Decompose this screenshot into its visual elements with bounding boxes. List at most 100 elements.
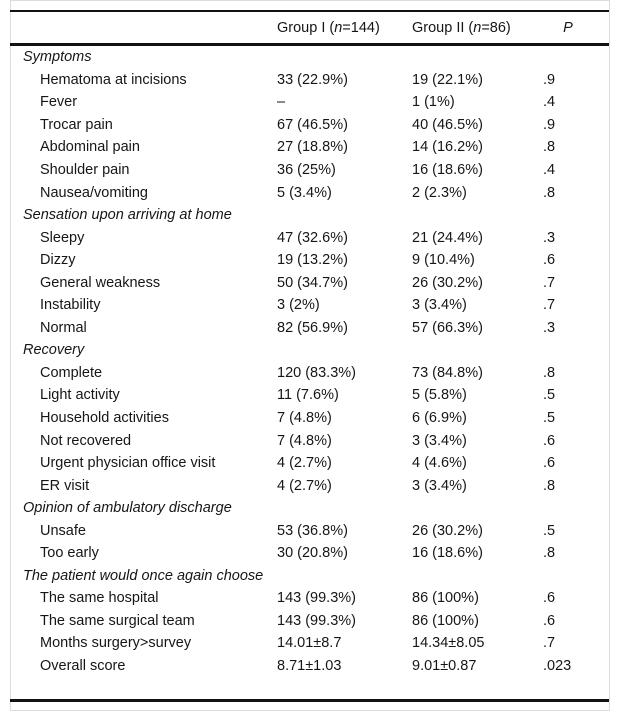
group2-value: 21 (24.4%) <box>412 229 483 246</box>
column-header-group2-n: n <box>473 20 482 36</box>
table-row: Months surgery>survey 14.01±8.7 14.34±8.… <box>10 632 609 655</box>
section-title: Opinion of ambulatory discharge <box>23 500 232 517</box>
p-value: .7 <box>543 274 556 291</box>
group2-value: 57 (66.3%) <box>412 319 483 336</box>
p-value: .8 <box>543 477 556 494</box>
table-row: Dizzy 19 (13.2%) 9 (10.4%) .6 <box>10 249 609 272</box>
table-row: Sleepy 47 (32.6%) 21 (24.4%) .3 <box>10 226 609 249</box>
group1-value: 36 (25%) <box>277 162 336 178</box>
p-value: .8 <box>543 364 556 381</box>
table-header-row: Group I (n=144) Group II (n=86) P <box>10 18 609 38</box>
group1-value: 50 (34.7%) <box>277 274 348 291</box>
group2-value: 3 (3.4%) <box>412 297 467 314</box>
row-label: Months surgery>survey <box>40 635 192 652</box>
p-value: .7 <box>543 635 556 652</box>
section-header-row: Recovery <box>10 339 609 362</box>
group2-value: 73 (84.8%) <box>412 364 483 381</box>
group1-value: 120 (83.3%) <box>277 364 356 381</box>
row-label: The same surgical team <box>40 612 195 629</box>
section-title: Sensation upon arriving at home <box>23 207 232 224</box>
group2-value: 86 (100%) <box>412 612 479 629</box>
group1-value: 7 (4.8%) <box>277 410 332 427</box>
group2-value: 3 (3.4%) <box>412 477 467 494</box>
p-value: .023 <box>543 658 572 675</box>
p-value: .4 <box>543 162 556 178</box>
table-row: Hematoma at incisions 33 (22.9%) 19 (22.… <box>10 69 609 92</box>
column-header-group1-n: n <box>334 20 343 36</box>
column-header-group1: Group I (n=144) <box>277 18 380 38</box>
group2-value: 86 (100%) <box>412 590 479 607</box>
header-separator-rule <box>10 43 609 46</box>
p-value: .6 <box>543 612 556 629</box>
p-value: .6 <box>543 252 556 269</box>
table-row: Too early 30 (20.8%) 16 (18.6%) .8 <box>10 542 609 565</box>
p-value: .9 <box>543 116 556 133</box>
p-value: .8 <box>543 139 556 156</box>
section-title: The patient would once again choose <box>23 567 264 584</box>
group2-value: 9.01±0.87 <box>412 658 477 675</box>
row-label: Dizzy <box>40 252 76 269</box>
table-row: Light activity 11 (7.6%) 5 (5.8%) .5 <box>10 384 609 407</box>
row-label: Household activities <box>40 410 169 427</box>
group1-value: 4 (2.7%) <box>277 455 332 472</box>
top-rule <box>10 10 609 12</box>
row-label: Unsafe <box>40 522 86 539</box>
table-row: Household activities 7 (4.8%) 6 (6.9%) .… <box>10 407 609 430</box>
table-row: Urgent physician office visit 4 (2.7%) 4… <box>10 452 609 475</box>
group1-value: 8.71±1.03 <box>277 658 342 675</box>
p-value: .3 <box>543 229 556 246</box>
group2-value: 26 (30.2%) <box>412 522 483 539</box>
group1-value: 5 (3.4%) <box>277 184 332 201</box>
group1-value: 4 (2.7%) <box>277 477 332 494</box>
table-row: The same surgical team 143 (99.3%) 86 (1… <box>10 610 609 633</box>
group1-value: 3 (2%) <box>277 297 320 314</box>
row-label: Complete <box>40 364 103 381</box>
table-row: The same hospital 143 (99.3%) 86 (100%) … <box>10 587 609 610</box>
group2-value: 14.34±8.05 <box>412 635 485 652</box>
table-body: Symptoms Hematoma at incisions 33 (22.9%… <box>10 46 609 677</box>
p-value: .6 <box>543 432 556 449</box>
group1-value: 143 (99.3%) <box>277 612 356 629</box>
group1-value: 67 (46.5%) <box>277 116 348 133</box>
group1-value: 19 (13.2%) <box>277 252 348 269</box>
column-header-group1-text: Group I ( <box>277 20 335 36</box>
group1-value: 14.01±8.7 <box>277 635 342 652</box>
column-header-group2: Group II (n=86) <box>412 18 511 38</box>
section-title: Recovery <box>23 342 85 359</box>
section-header-row: Sensation upon arriving at home <box>10 204 609 227</box>
group2-value: 9 (10.4%) <box>412 252 475 269</box>
group2-value: 26 (30.2%) <box>412 274 483 291</box>
table-row: Complete 120 (83.3%) 73 (84.8%) .8 <box>10 362 609 385</box>
row-label: Overall score <box>40 658 126 675</box>
row-label: Not recovered <box>40 432 132 449</box>
group2-value: 5 (5.8%) <box>412 387 467 404</box>
table-row: Nausea/vomiting 5 (3.4%) 2 (2.3%) .8 <box>10 181 609 204</box>
row-label: Urgent physician office visit <box>40 455 216 472</box>
row-label: ER visit <box>40 477 90 494</box>
p-value: .3 <box>543 319 556 336</box>
group1-value: 47 (32.6%) <box>277 229 348 246</box>
table-row: Shoulder pain 36 (25%) 16 (18.6%) .4 <box>10 159 609 182</box>
row-label: Sleepy <box>40 229 85 246</box>
group1-value: 11 (7.6%) <box>277 387 339 404</box>
column-header-group2-rest: =86) <box>481 20 511 36</box>
row-label: Shoulder pain <box>40 162 130 178</box>
p-value: .8 <box>543 545 556 562</box>
column-header-group1-rest: =144) <box>342 20 380 36</box>
table-row: Overall score 8.71±1.03 9.01±0.87 .023 <box>10 655 609 678</box>
row-label: The same hospital <box>40 590 159 607</box>
group1-value: 7 (4.8%) <box>277 432 332 449</box>
p-value: .6 <box>543 455 556 472</box>
column-header-group2-text: Group II ( <box>412 20 474 36</box>
p-value: .7 <box>543 297 556 314</box>
group1-value: 143 (99.3%) <box>277 590 356 607</box>
group1-value: 33 (22.9%) <box>277 71 348 88</box>
row-label: Fever <box>40 94 78 111</box>
p-value: .5 <box>543 387 556 404</box>
table-row: Instability 3 (2%) 3 (3.4%) .7 <box>10 294 609 317</box>
section-title: Symptoms <box>23 49 92 66</box>
row-label: Abdominal pain <box>40 139 140 156</box>
row-label: Normal <box>40 319 87 336</box>
group1-value: 30 (20.8%) <box>277 545 348 562</box>
